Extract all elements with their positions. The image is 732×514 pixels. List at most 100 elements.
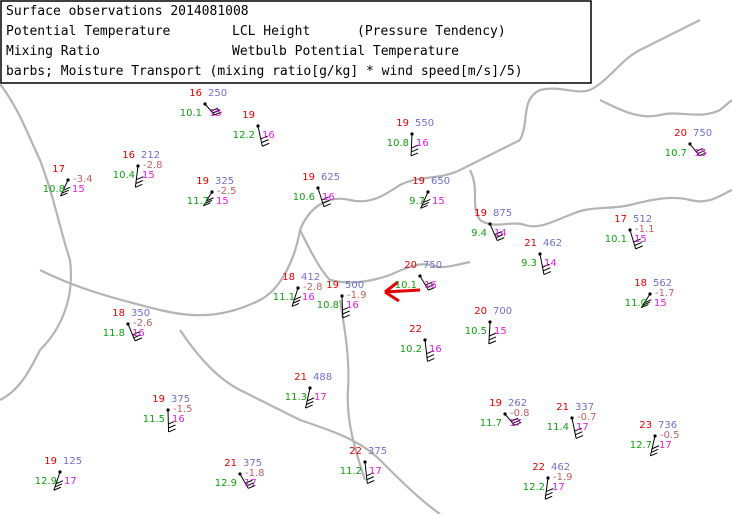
wetbulb-temperature: 16: [424, 280, 437, 291]
wind-barb: [257, 125, 263, 147]
wind-barb-feather: [420, 204, 428, 209]
wind-barb: [649, 435, 656, 457]
wetbulb-temperature: 15: [72, 184, 85, 195]
wetbulb-temperature: 15: [209, 108, 222, 119]
station: 21 375-1.8 12.9 17: [215, 458, 265, 489]
wind-barb-feather: [488, 336, 497, 341]
wind-barb-feather: [635, 245, 643, 250]
pressure-tendency: -2.8: [143, 160, 163, 171]
legend: Surface observations 2014081008 Potentia…: [0, 0, 592, 84]
lcl-height: 350: [131, 308, 150, 319]
lcl-height: 375: [243, 458, 262, 469]
mixing-ratio: 12.9: [215, 478, 237, 489]
lcl-height: 462: [543, 238, 562, 249]
coastline: [179, 329, 441, 514]
pressure-tendency: -1.9: [553, 472, 573, 483]
coastline: [519, 19, 701, 141]
wind-barb-feather: [411, 148, 419, 153]
wind-barb-feather: [134, 337, 143, 342]
wind-barb-feather: [60, 192, 68, 197]
station: 22 10.2 16: [400, 324, 442, 362]
station: 17 512-1.1 10.1 15: [605, 214, 655, 250]
wind-barb-feather: [54, 483, 63, 488]
temperature: 19: [326, 280, 339, 291]
wind-barb-feather: [543, 267, 551, 272]
mixing-ratio: 11.8: [103, 328, 125, 339]
legend-label: Potential Temperature: [6, 24, 171, 39]
temperature: 16: [122, 150, 135, 161]
mixing-ratio: 12.7: [630, 440, 652, 451]
wind-barb-feather: [210, 107, 219, 112]
mixing-ratio: 10.1: [180, 108, 202, 119]
station: 16 212-2.8 10.4 15: [113, 150, 163, 188]
wetbulb-temperature: 17: [369, 466, 382, 477]
wind-barb-feather: [261, 139, 269, 144]
wind-barb: [127, 323, 136, 342]
legend-label: barbs; Moisture Transport (mixing ratio[…: [6, 64, 523, 79]
wind-barb-feather: [55, 480, 64, 485]
wetbulb-temperature: 17: [64, 476, 77, 487]
wind-barb: [539, 253, 545, 275]
wind-barb-feather: [63, 186, 71, 191]
station: 19 875 9.4 14: [471, 208, 512, 242]
wind-barb-feather: [574, 427, 582, 432]
wetbulb-temperature: 15: [216, 196, 229, 207]
lcl-height: 212: [141, 150, 160, 161]
wetbulb-temperature: 15: [432, 196, 445, 207]
wind-barb-feather: [132, 331, 140, 336]
mixing-ratio: 11.5: [143, 414, 165, 425]
annotation-arrow: [384, 280, 421, 303]
wind-barb-feather: [634, 242, 642, 246]
coastline: [338, 299, 367, 481]
wind-barb-feather: [423, 199, 431, 203]
wind-barb-feather: [651, 445, 660, 450]
coastlines: [0, 19, 732, 514]
wetbulb-temperature: 16: [262, 130, 275, 141]
wind-barb: [203, 191, 213, 207]
temperature: 19: [302, 172, 315, 183]
pressure-tendency: -1.5: [173, 404, 193, 415]
pressure-tendency: -1.8: [245, 468, 265, 479]
mixing-ratio: 10.7: [665, 148, 687, 159]
lcl-height: 550: [415, 118, 434, 129]
wind-barb-feather: [641, 304, 649, 309]
station: 19 650 9.7 15: [409, 176, 450, 209]
wetbulb-temperature: 14: [494, 228, 507, 239]
wind-barb: [488, 321, 491, 344]
wind-barb-feather: [545, 488, 554, 493]
temperature: 18: [634, 278, 647, 289]
wind-barb-feather: [245, 479, 253, 484]
mixing-ratio: 10.5: [465, 326, 487, 337]
station: 19 625 10.6 16: [293, 172, 340, 208]
station: 21 488 11.3 17: [285, 372, 332, 409]
station: 19 550 10.8 16: [387, 118, 434, 157]
mixing-ratio: 10.8: [317, 300, 339, 311]
wind-barb-feather: [367, 480, 375, 484]
wind-barb: [305, 387, 311, 409]
wind-barb-feather: [650, 452, 658, 457]
wetbulb-temperature: 16: [302, 292, 315, 303]
temperature: 20: [674, 128, 687, 139]
wetbulb-temperature: 17: [576, 422, 589, 433]
lcl-height: 462: [551, 462, 570, 473]
pressure-tendency: -2.5: [217, 186, 237, 197]
station: 20 750 10.7 15: [665, 128, 712, 159]
wind-barb-feather: [53, 486, 62, 491]
pressure-tendency: -2.8: [303, 282, 323, 293]
wind-barb: [571, 417, 577, 439]
wind-barb-feather: [514, 421, 522, 426]
pressure-tendency: -1.7: [655, 288, 675, 299]
mixing-ratio: 10.2: [400, 344, 422, 355]
wetbulb-temperature: 15: [694, 148, 707, 159]
wind-barb: [317, 187, 325, 207]
wind-barb-feather: [260, 135, 268, 140]
lcl-height: 512: [633, 214, 652, 225]
wind-barb-feather: [366, 476, 375, 481]
temperature: 23: [639, 420, 652, 431]
pressure-tendency: -2.6: [133, 318, 153, 329]
legend-title: Surface observations 2014081008: [6, 4, 249, 19]
mixing-ratio: 11.2: [340, 466, 362, 477]
wind-barb-feather: [699, 152, 707, 157]
station: 19 325-2.5 11.7 15: [187, 176, 237, 207]
